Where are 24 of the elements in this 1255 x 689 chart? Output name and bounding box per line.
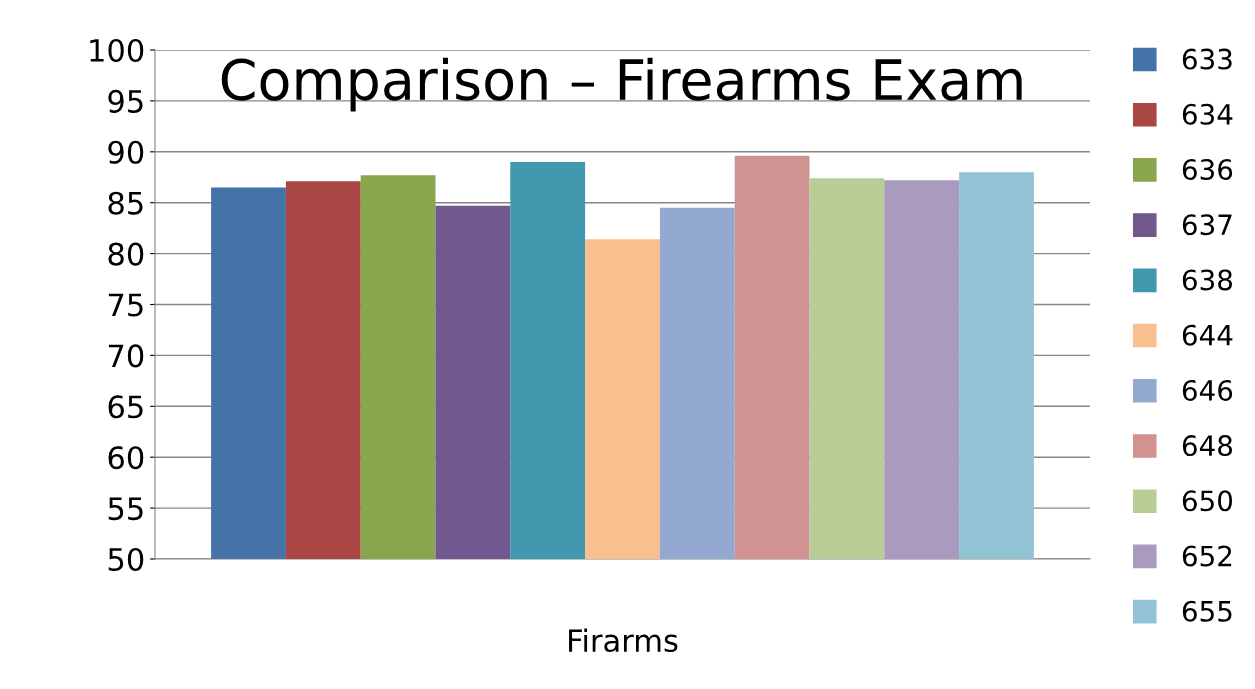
legend-label: 655 [1182,600,1232,622]
legend-label: 648 [1182,435,1233,457]
y-tick-label: 60 [108,446,144,470]
legend-label: 637 [1182,214,1232,236]
y-tick-label: 100 [90,38,144,63]
y-tick-label: 55 [108,497,143,521]
x-tick-label: Firarms [569,628,678,653]
legend-label: 644 [1182,324,1233,346]
chart-title: Comparison – Firearms Exam [221,57,1022,112]
y-tick-label: 85 [108,191,143,215]
legend-label: 638 [1182,269,1233,291]
y-tick-label: 80 [108,242,144,266]
legend-label: 650 [1182,490,1233,512]
y-tick-label: 70 [108,344,144,368]
y-tick-label: 50 [108,547,144,572]
y-tick-label: 75 [108,293,143,317]
legend-label: 646 [1182,379,1233,401]
legend-label: 652 [1182,545,1232,567]
legend-label: 633 [1182,48,1232,70]
y-tick-label: 95 [108,89,143,113]
legend-label: 634 [1182,103,1233,125]
y-tick-label: 65 [108,395,143,419]
y-tick-label: 90 [108,140,144,164]
legend-label: 636 [1182,159,1233,181]
